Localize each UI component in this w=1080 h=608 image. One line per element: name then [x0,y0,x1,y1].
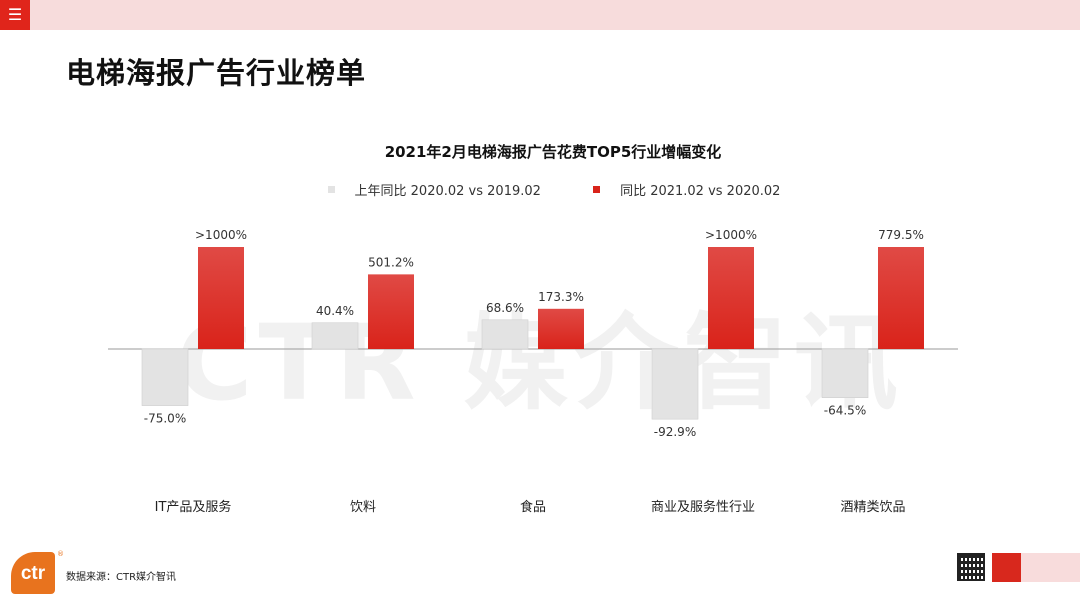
footer-accent-red [992,553,1021,582]
data-label-curr-3: >1000% [705,228,757,242]
qr-code-icon [957,553,985,581]
bar-prev-2 [481,319,529,350]
data-label-prev-3: -92.9% [654,425,696,439]
legend-item-curr: 同比 2021.02 vs 2020.02 [593,180,780,199]
menu-icon[interactable]: ☰ [0,0,30,30]
category-label-4: 酒精类饮品 [840,500,905,515]
data-label-prev-4: -64.5% [824,404,866,418]
registered-mark: ® [57,550,64,558]
bar-prev-4 [821,348,869,398]
legend-swatch-curr [593,186,601,193]
top-bar [0,0,1080,30]
data-label-prev-1: 40.4% [316,304,354,318]
legend-label-prev: 上年同比 2020.02 vs 2019.02 [354,184,541,199]
category-label-2: 食品 [520,499,546,515]
data-label-prev-0: -75.0% [144,412,186,426]
category-label-1: 饮料 [350,500,376,515]
legend-item-prev: 上年同比 2020.02 vs 2019.02 [327,180,541,199]
watermark: CTR 媒介智讯 [176,302,904,424]
chart-legend: 上年同比 2020.02 vs 2019.02 同比 2021.02 vs 20… [0,180,1080,199]
data-label-curr-1: 501.2% [368,255,414,269]
data-source-note: 数据来源：CTR媒介智讯 [66,572,177,583]
bar-curr-0 [198,247,244,349]
data-label-curr-0: >1000% [195,228,247,242]
bar-prev-3 [651,348,699,420]
footer-accent-pink [1021,553,1080,582]
category-label-0: IT产品及服务 [155,499,232,515]
legend-swatch-prev [327,186,335,193]
bar-curr-2 [538,308,584,349]
data-label-prev-2: 68.6% [486,301,524,315]
data-label-curr-4: 779.5% [878,228,924,242]
bar-curr-4 [878,247,924,349]
category-label-3: 商业及服务性行业 [651,499,755,515]
data-label-curr-2: 173.3% [538,290,584,304]
bar-prev-0 [141,348,189,406]
bar-prev-1 [311,322,359,350]
legend-label-curr: 同比 2021.02 vs 2020.02 [620,184,781,199]
bar-curr-1 [368,274,414,349]
page-title: 电梯海报广告行业榜单 [66,56,367,90]
bar-curr-3 [708,247,754,349]
chart-title: 2021年2月电梯海报广告花费TOP5行业增幅变化 [384,143,722,161]
ctr-logo: ctr [11,552,55,594]
